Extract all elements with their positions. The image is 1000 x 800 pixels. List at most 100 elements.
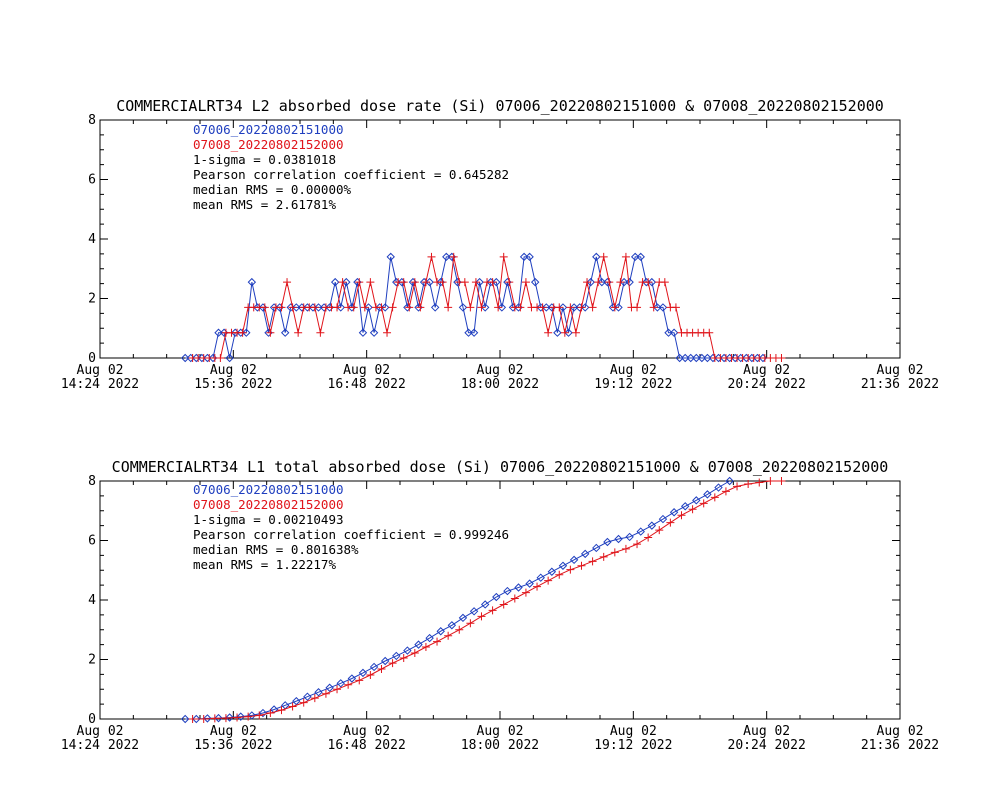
data-point-plus — [544, 328, 553, 337]
chart-title: COMMERCIALRT34 L1 total absorbed dose (S… — [112, 458, 889, 476]
chart-panel-total-dose: COMMERCIALRT34 L1 total absorbed dose (S… — [61, 458, 939, 753]
data-point-plus — [377, 303, 386, 312]
data-point-diamond — [492, 592, 501, 602]
data-point-diamond — [392, 651, 401, 661]
data-point-plus — [599, 252, 608, 261]
data-point-plus — [449, 252, 458, 261]
data-point-plus — [399, 278, 408, 287]
data-point-plus — [588, 303, 597, 312]
data-point-plus — [288, 303, 297, 312]
data-point-plus — [277, 303, 286, 312]
data-point-diamond — [403, 646, 412, 655]
data-point-diamond — [519, 252, 529, 262]
data-point-diamond — [647, 277, 657, 287]
y-tick-label: 6 — [88, 173, 96, 188]
data-point-diamond — [242, 328, 251, 337]
data-point-diamond — [636, 252, 645, 262]
data-point-plus — [438, 278, 447, 287]
data-point-diamond — [214, 713, 223, 723]
data-point-diamond — [564, 328, 573, 337]
data-point-diamond — [658, 303, 668, 312]
data-point-plus — [633, 303, 642, 312]
data-point-plus — [310, 694, 319, 703]
annotation-mean-rms: mean RMS = 1.22217% — [193, 557, 336, 572]
data-point-diamond — [336, 679, 345, 688]
data-point-plus — [660, 278, 669, 287]
data-point-diamond — [180, 353, 190, 363]
x-tick-label-time: 19:12 2022 — [594, 377, 672, 392]
data-point-diamond — [686, 353, 695, 363]
data-point-diamond — [336, 303, 345, 312]
data-point-plus — [388, 303, 397, 312]
data-point-diamond — [247, 711, 257, 720]
data-point-diamond — [480, 303, 490, 312]
data-point-plus — [488, 606, 497, 615]
data-point-plus — [671, 303, 680, 312]
x-tick-label-time: 21:36 2022 — [861, 738, 939, 753]
data-point-plus — [610, 303, 619, 312]
data-point-plus — [555, 303, 564, 312]
data-point-diamond — [492, 277, 501, 287]
data-point-plus — [755, 478, 764, 487]
data-point-diamond — [425, 633, 434, 643]
data-point-plus — [410, 278, 419, 287]
data-point-diamond — [475, 277, 484, 287]
data-point-plus — [355, 278, 364, 287]
data-point-plus — [405, 303, 414, 312]
data-point-diamond — [553, 328, 562, 337]
data-point-plus — [344, 680, 353, 689]
data-point-plus — [733, 482, 742, 491]
x-tick-label-time: 19:12 2022 — [594, 738, 672, 753]
x-tick-label-date: Aug 02 — [877, 363, 924, 378]
data-point-plus — [488, 278, 497, 287]
data-point-diamond — [347, 674, 357, 683]
data-point-plus — [360, 303, 369, 312]
data-point-diamond — [180, 714, 190, 724]
data-point-plus — [444, 631, 453, 640]
x-tick-label-date: Aug 02 — [477, 724, 524, 739]
data-point-plus — [777, 477, 786, 485]
x-tick-label-time: 20:24 2022 — [728, 377, 806, 392]
data-point-diamond — [525, 579, 534, 588]
data-point-plus — [294, 328, 303, 337]
data-point-diamond — [303, 692, 312, 701]
data-point-plus — [444, 303, 453, 312]
data-point-diamond — [425, 277, 434, 287]
data-point-plus — [338, 278, 347, 287]
data-point-diamond — [558, 561, 568, 570]
data-point-plus — [699, 499, 708, 508]
data-point-diamond — [569, 303, 579, 312]
data-point-plus — [521, 278, 530, 287]
annotation-median-rms: median RMS = 0.801638% — [193, 542, 359, 557]
data-point-diamond — [692, 353, 701, 363]
data-point-plus — [666, 518, 675, 527]
data-point-plus — [366, 670, 375, 679]
data-point-diamond — [503, 586, 512, 596]
data-point-plus — [310, 303, 319, 312]
data-point-plus — [355, 676, 364, 685]
data-point-diamond — [558, 303, 568, 312]
data-point-diamond — [542, 303, 551, 312]
data-point-plus — [233, 713, 242, 722]
x-tick-label-time: 18:00 2022 — [461, 377, 539, 392]
data-point-plus — [649, 303, 658, 312]
data-point-diamond — [592, 252, 601, 262]
data-point-diamond — [597, 277, 607, 287]
data-point-diamond — [369, 662, 379, 672]
chart-panel-dose-rate: COMMERCIALRT34 L2 absorbed dose rate (Si… — [61, 97, 939, 392]
data-point-plus — [616, 278, 625, 287]
data-point-diamond — [525, 252, 534, 262]
data-point-plus — [471, 278, 480, 287]
data-point-diamond — [247, 277, 257, 287]
x-tick-label-date: Aug 02 — [77, 724, 124, 739]
data-point-diamond — [530, 277, 540, 287]
data-point-plus — [510, 594, 519, 603]
y-tick-label: 4 — [88, 232, 96, 247]
data-point-diamond — [703, 353, 712, 363]
data-point-plus — [410, 648, 419, 657]
x-tick-label-date: Aug 02 — [877, 724, 924, 739]
x-tick-label-date: Aug 02 — [210, 724, 257, 739]
data-point-diamond — [653, 303, 662, 312]
data-point-diamond — [497, 303, 507, 312]
